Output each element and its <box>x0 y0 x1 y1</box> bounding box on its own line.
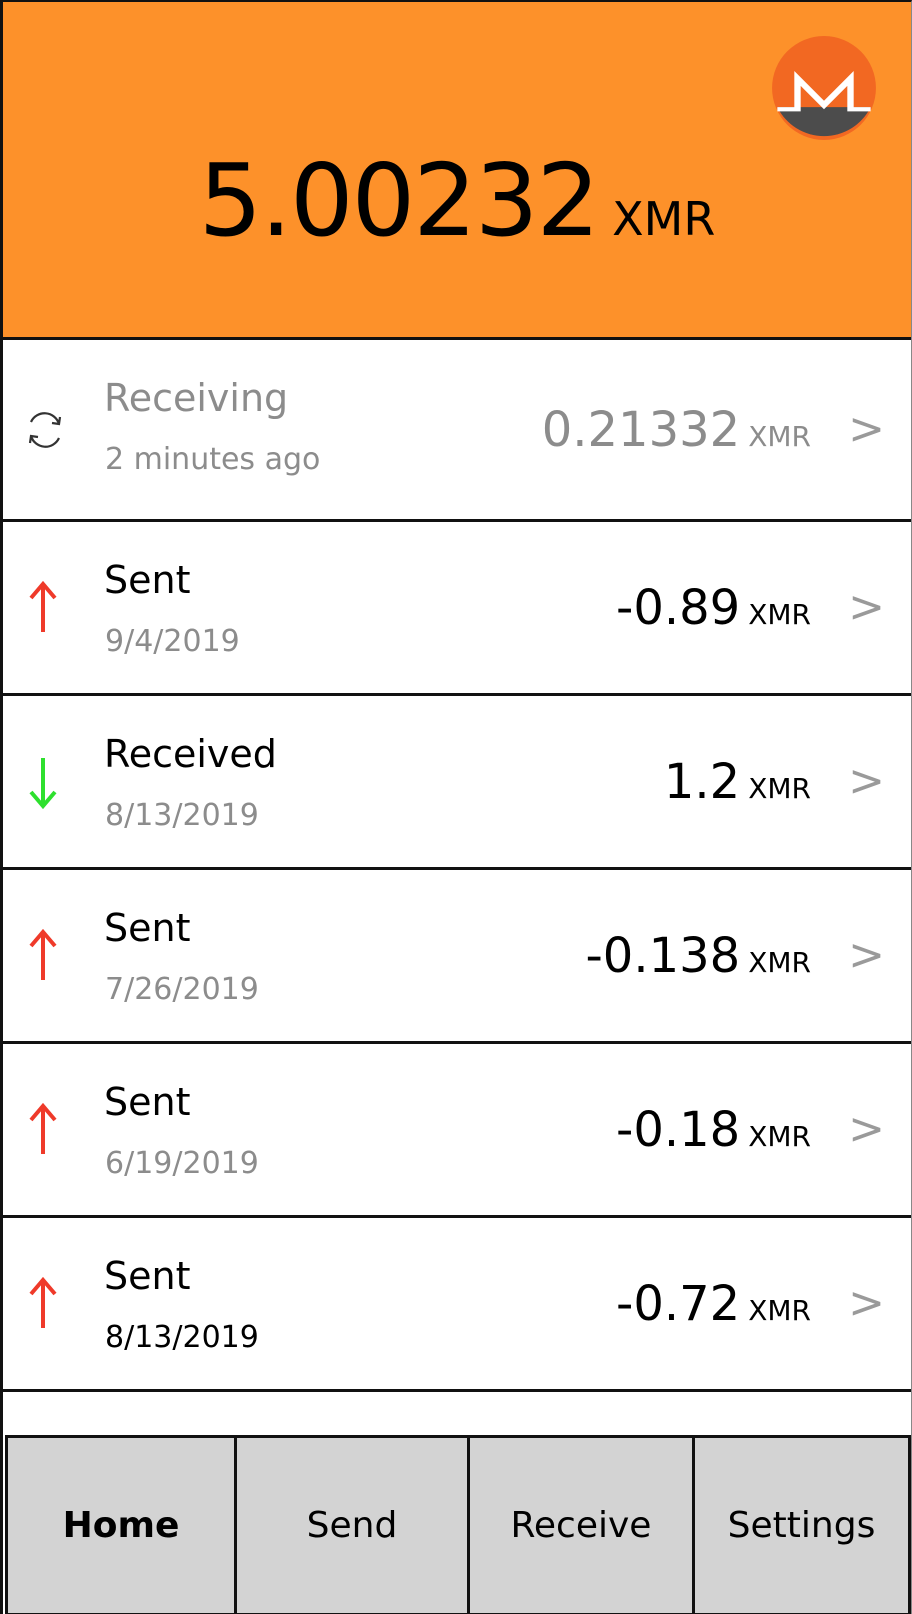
transaction-date: 8/13/2019 <box>105 798 259 833</box>
transaction-amount-unit: XMR <box>748 419 811 453</box>
transaction-amount: -0.18 XMR <box>616 1102 811 1158</box>
nav-home-button[interactable]: Home <box>5 1438 237 1614</box>
nav-receive-button[interactable]: Receive <box>467 1438 695 1614</box>
wallet-balance: 5.00232 XMR <box>3 142 911 259</box>
arrow-up-icon <box>19 1098 71 1162</box>
monero-logo-icon <box>772 36 876 140</box>
transaction-amount-unit: XMR <box>748 771 811 805</box>
transaction-amount-value: 0.21332 <box>541 401 741 458</box>
transaction-amount: 1.2 XMR <box>664 754 811 810</box>
transaction-status: Received <box>104 732 277 776</box>
transaction-status: Sent <box>104 1080 191 1124</box>
transaction-list: Receiving 2 minutes ago 0.21332 XMR > Sen… <box>3 340 911 1392</box>
transaction-row[interactable]: Sent 7/26/2019 -0.138 XMR > <box>3 870 911 1044</box>
transaction-amount-value: -0.138 <box>585 927 741 984</box>
transaction-date: 8/13/2019 <box>105 1320 259 1355</box>
arrow-up-icon <box>19 924 71 988</box>
transaction-status: Sent <box>104 1254 191 1298</box>
transaction-row[interactable]: Receiving 2 minutes ago 0.21332 XMR > <box>3 340 911 522</box>
sync-icon <box>19 398 71 462</box>
balance-unit: XMR <box>612 192 716 246</box>
transaction-date: 7/26/2019 <box>105 972 259 1007</box>
transaction-amount-value: 1.2 <box>663 753 741 810</box>
chevron-right-icon: > <box>848 1276 885 1328</box>
chevron-right-icon: > <box>848 928 885 980</box>
transaction-row[interactable]: Sent 9/4/2019 -0.89 XMR > <box>3 522 911 696</box>
nav-settings-button[interactable]: Settings <box>692 1438 911 1614</box>
chevron-right-icon: > <box>848 754 885 806</box>
transaction-amount: -0.72 XMR <box>616 1276 811 1332</box>
transaction-status: Sent <box>104 558 191 602</box>
transaction-row[interactable]: Received 8/13/2019 1.2 XMR > <box>3 696 911 870</box>
transaction-date: 2 minutes ago <box>105 442 321 477</box>
transaction-amount-value: -0.72 <box>616 1275 741 1332</box>
transaction-amount-value: -0.18 <box>616 1101 741 1158</box>
transaction-amount-unit: XMR <box>748 597 811 631</box>
chevron-right-icon: > <box>848 402 885 454</box>
chevron-right-icon: > <box>848 1102 885 1154</box>
transaction-amount-unit: XMR <box>748 1119 811 1153</box>
transaction-row[interactable]: Sent 6/19/2019 -0.18 XMR > <box>3 1044 911 1218</box>
transaction-date: 6/19/2019 <box>105 1146 259 1181</box>
arrow-down-icon <box>19 750 71 814</box>
chevron-right-icon: > <box>848 580 885 632</box>
balance-amount: 5.00232 <box>198 142 601 259</box>
transaction-amount: -0.89 XMR <box>616 580 811 636</box>
transaction-amount-value: -0.89 <box>616 579 741 636</box>
transaction-row[interactable]: Sent 8/13/2019 -0.72 XMR > <box>3 1218 911 1392</box>
balance-header: 5.00232 XMR <box>3 2 911 340</box>
transaction-amount-unit: XMR <box>748 1293 811 1327</box>
transaction-date: 9/4/2019 <box>105 624 240 659</box>
transaction-status: Receiving <box>104 376 289 420</box>
arrow-up-icon <box>19 1272 71 1336</box>
arrow-up-icon <box>19 576 71 640</box>
transaction-amount: 0.21332 XMR <box>542 402 811 458</box>
bottom-nav: Home Send Receive Settings <box>5 1435 911 1614</box>
transaction-status: Sent <box>104 906 191 950</box>
transaction-amount-unit: XMR <box>748 945 811 979</box>
transaction-amount: -0.138 XMR <box>585 928 811 984</box>
nav-send-button[interactable]: Send <box>234 1438 470 1614</box>
